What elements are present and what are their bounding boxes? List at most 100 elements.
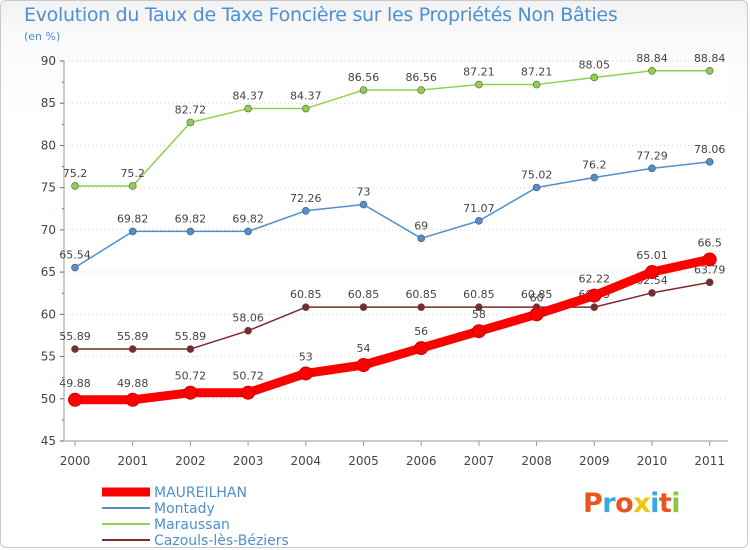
data-label: 55.89 xyxy=(117,330,149,343)
x-tick-label: 2010 xyxy=(637,454,668,468)
data-point xyxy=(125,392,140,407)
data-point xyxy=(186,227,195,236)
data-label: 49.88 xyxy=(59,377,91,390)
y-tick-label: 50 xyxy=(41,392,56,406)
data-point xyxy=(71,263,79,272)
x-tick-label: 2002 xyxy=(175,454,206,468)
data-label: 75.2 xyxy=(63,167,88,180)
data-label: 75.02 xyxy=(521,168,553,181)
logo-letter: r xyxy=(602,488,616,519)
data-point xyxy=(298,366,313,381)
data-label: 58.06 xyxy=(232,312,264,325)
data-label: 60.85 xyxy=(290,288,322,301)
data-label: 63.79 xyxy=(694,263,726,276)
legend-label: Maraussan xyxy=(154,517,230,533)
data-point xyxy=(128,227,137,236)
data-label: 50.72 xyxy=(175,370,207,383)
data-point xyxy=(359,86,368,94)
data-point xyxy=(590,73,599,82)
data-point xyxy=(475,217,483,225)
data-label: 60.85 xyxy=(348,288,380,301)
y-tick-label: 70 xyxy=(41,223,56,237)
x-tick-label: 2011 xyxy=(694,454,725,468)
data-label: 78.06 xyxy=(694,143,726,156)
data-label: 86.56 xyxy=(405,71,437,84)
data-label: 60 xyxy=(530,291,544,304)
data-point xyxy=(301,104,310,113)
series-maureilhan: 49.88 49.88 50.72 50.72 53 54 56 58 60 62.22 65.01… xyxy=(59,236,722,407)
data-label: 76.2 xyxy=(582,159,607,172)
data-label: 73 xyxy=(357,186,371,199)
data-label: 88.84 xyxy=(636,52,668,65)
x-tick-label: 2006 xyxy=(406,454,437,468)
data-label: 62.22 xyxy=(579,273,611,286)
data-label: 54 xyxy=(357,342,371,355)
data-point xyxy=(590,303,599,311)
data-point xyxy=(529,307,544,322)
y-tick-label: 65 xyxy=(41,265,56,279)
data-point xyxy=(705,278,714,287)
data-point xyxy=(183,385,198,400)
data-point xyxy=(301,207,310,215)
data-point xyxy=(71,345,79,353)
data-label: 55.89 xyxy=(175,330,207,343)
x-tick-label: 2009 xyxy=(579,454,610,468)
data-label: 50.72 xyxy=(232,370,264,383)
data-label: 69.82 xyxy=(232,212,264,225)
data-label: 71.07 xyxy=(463,202,495,215)
data-point xyxy=(186,345,195,353)
data-label: 82.72 xyxy=(175,103,207,116)
legend-label: Montady xyxy=(154,501,215,517)
data-point xyxy=(648,164,656,173)
data-point xyxy=(645,265,659,280)
series-montady: 65.54 69.82 69.82 69.82 72.26 73 69 71.07 75.02 7… xyxy=(59,143,726,272)
data-label: 69.82 xyxy=(175,212,207,225)
data-label: 86.56 xyxy=(348,71,380,84)
unit-label: (en %) xyxy=(24,30,61,43)
data-label: 60.85 xyxy=(521,288,553,301)
series-line xyxy=(74,161,711,269)
legend-label: Cazouls-lès-Béziers xyxy=(154,533,289,549)
data-point xyxy=(705,66,714,75)
data-label: 66.5 xyxy=(697,236,722,249)
y-tick-label: 45 xyxy=(41,434,56,448)
chart-title: Evolution du Taux de Taxe Foncière sur l… xyxy=(24,4,618,26)
logo-letter: x xyxy=(633,488,651,519)
data-label: 56 xyxy=(414,325,428,338)
data-point xyxy=(587,288,602,303)
data-point xyxy=(475,303,483,311)
data-point xyxy=(244,227,252,236)
data-label: 60.85 xyxy=(463,288,495,301)
y-tick-label: 55 xyxy=(41,350,56,364)
data-point xyxy=(475,80,483,89)
data-point xyxy=(702,252,717,267)
data-point xyxy=(471,324,486,339)
data-point xyxy=(244,326,252,335)
data-point xyxy=(359,200,368,209)
data-point xyxy=(417,303,426,311)
data-label: 84.37 xyxy=(290,90,322,103)
logo-letter: o xyxy=(615,488,634,519)
x-tick-label: 2001 xyxy=(117,454,148,468)
data-label: 88.84 xyxy=(694,52,726,65)
logo-letter: P xyxy=(583,488,603,519)
plot-area xyxy=(64,61,728,441)
data-point xyxy=(71,182,79,190)
data-point xyxy=(186,118,195,127)
data-point xyxy=(414,341,429,356)
data-point xyxy=(417,234,426,243)
y-tick-label: 90 xyxy=(41,54,56,68)
logo-letter: i xyxy=(671,488,681,519)
data-point xyxy=(244,104,252,113)
data-point xyxy=(648,66,656,75)
data-point xyxy=(417,86,426,94)
data-label: 58 xyxy=(472,308,486,321)
data-point xyxy=(128,345,137,353)
data-label: 87.21 xyxy=(521,66,553,79)
y-tick-label: 85 xyxy=(41,96,56,110)
data-label: 72.26 xyxy=(290,192,322,205)
x-tick-label: 2000 xyxy=(60,454,91,468)
x-tick-label: 2004 xyxy=(291,454,322,468)
y-tick-label: 75 xyxy=(41,181,56,195)
